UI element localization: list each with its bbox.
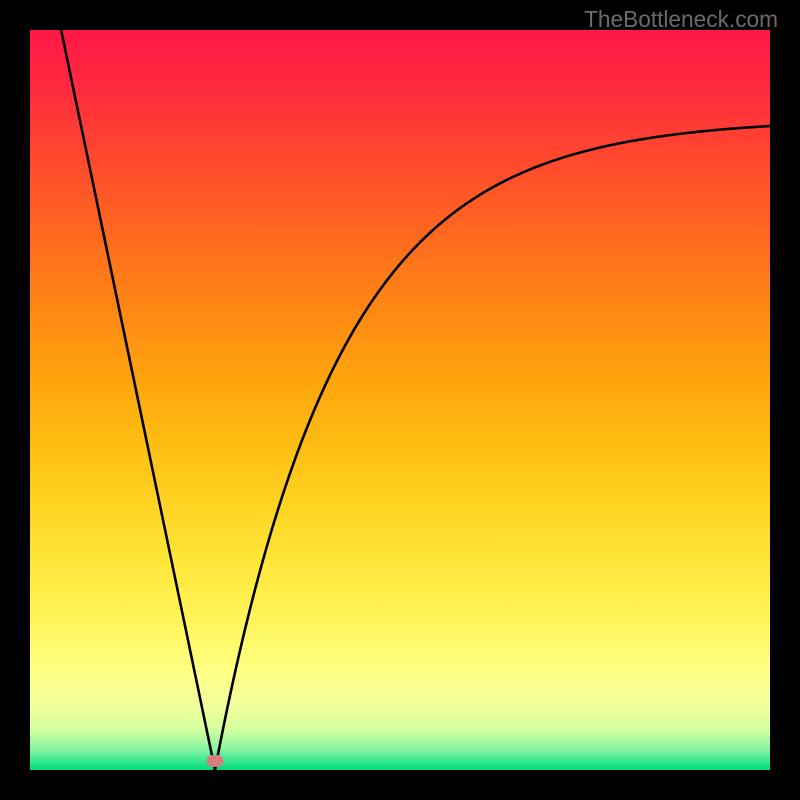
curve-svg bbox=[30, 30, 770, 770]
stage: TheBottleneck.com bbox=[0, 0, 800, 800]
plot-area bbox=[30, 30, 770, 770]
minimum-marker bbox=[207, 755, 224, 767]
watermark-text: TheBottleneck.com bbox=[584, 6, 778, 33]
bottleneck-curve bbox=[60, 30, 770, 770]
